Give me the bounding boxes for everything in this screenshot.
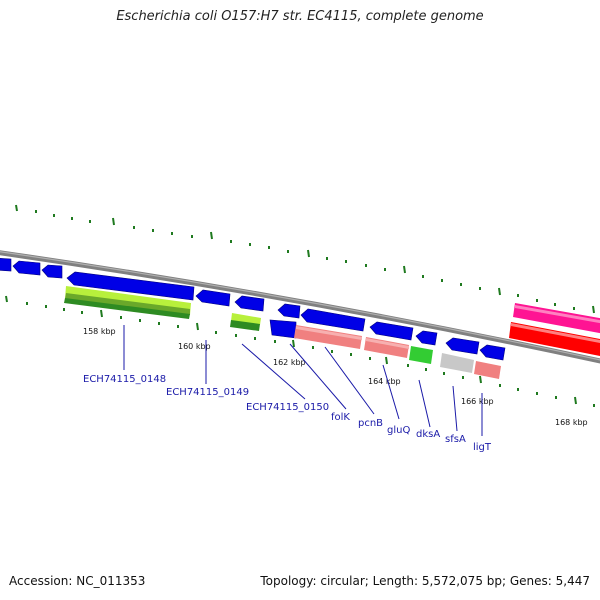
cog-bar-salmon-highlight [366,338,409,349]
outer-ticks [15,204,595,314]
backbone-highlight [0,251,600,361]
gene-label-ech74115-0148[interactable]: ECH74115_0148 [83,374,166,385]
major-tick [100,309,103,318]
cog-bar-bright-green [409,346,433,364]
gene-label-ech74115-0150[interactable]: ECH74115_0150 [246,402,329,413]
leader-line [418,379,431,428]
major-tick [196,322,199,331]
cds-arrow [234,295,265,312]
scale-label-158: 158 kbp [83,327,116,336]
cds-arrow [415,330,438,346]
cog-bar-red [509,322,600,357]
cds-arrow [479,344,506,361]
major-tick [307,249,310,258]
cds-arrow [66,271,195,301]
leader-line [241,343,306,400]
major-tick [592,305,595,314]
accession-label: Accession: NC_011353 [9,574,146,588]
cds-arrow [277,303,301,319]
cog-bar-grey [440,353,474,373]
major-tick [292,339,295,348]
cds-track [0,258,506,361]
scale-label-166: 166 kbp [461,397,494,406]
major-tick [5,295,8,303]
scale-labels: 158 kbp 160 kbp 162 kbp 164 kbp 166 kbp … [83,327,588,427]
major-tick [210,231,213,240]
scale-label-162: 162 kbp [273,358,306,367]
cds-arrow [41,264,63,279]
gene-labels: ECH74115_0148 ECH74115_0149 ECH74115_015… [83,374,492,453]
scale-label-168: 168 kbp [555,418,588,427]
cog-bar-green [230,320,260,331]
scale-label-164: 164 kbp [368,377,401,386]
gene-label-gluq[interactable]: gluQ [387,425,410,436]
major-tick [112,217,115,226]
major-tick [574,396,577,405]
leader-line [289,343,347,410]
scale-label-160: 160 kbp [178,342,211,351]
cds-arrow [445,337,480,355]
cds-track-upper [269,319,297,339]
major-tick [385,356,388,365]
cds-arrow [269,319,297,339]
gene-label-ech74115-0149[interactable]: ECH74115_0149 [166,387,249,398]
cds-arrow [12,260,41,276]
gene-label-folk[interactable]: folK [331,412,350,423]
inner-ticks [5,295,595,407]
map-title: Escherichia coli O157:H7 str. EC4115, co… [116,9,484,24]
cds-arrow [0,258,12,272]
genome-backbone [0,250,600,364]
topology-label: Topology: circular; Length: 5,572,075 bp… [260,574,590,588]
cog-bar-magenta-highlight [515,305,600,324]
cds-arrow [300,308,366,332]
cds-arrow [369,321,414,341]
leader-line [324,346,375,415]
cog-bar-green [64,298,190,319]
gene-label-sfsa[interactable]: sfsA [445,434,466,445]
cds-arrow [195,289,231,307]
cog-bar-salmon [474,361,501,379]
gene-label-ligt[interactable]: ligT [473,442,492,453]
leader-line [452,385,458,432]
cog-bar-salmon-highlight [296,326,362,340]
cog-bar-red-highlight [511,323,600,344]
gene-label-dksa[interactable]: dksA [416,429,440,440]
leader-line [382,364,400,420]
major-tick [15,204,18,212]
major-tick [479,375,482,384]
cog-track [64,286,600,379]
cog-bar-lime-shade [65,293,190,315]
major-tick [498,287,501,296]
gene-label-pcnb[interactable]: pcnB [358,418,383,429]
major-tick [403,265,406,274]
label-leaders [123,325,483,436]
